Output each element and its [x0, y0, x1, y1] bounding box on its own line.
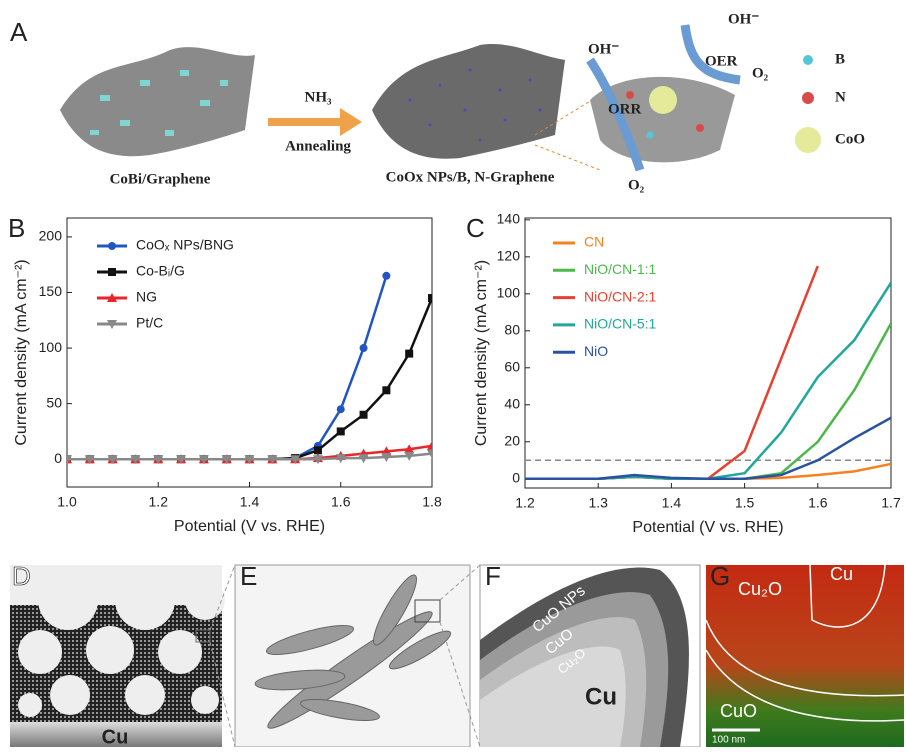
- y-axis-label: Current density (mA cm⁻²): [13, 259, 30, 445]
- legend-label: CoO: [835, 131, 865, 147]
- y-tick-label: 60: [504, 358, 520, 374]
- y-tick-label: 100: [497, 285, 521, 301]
- legend-label: B: [835, 51, 845, 67]
- coo-sphere: [649, 86, 677, 114]
- species-label: OER: [705, 53, 738, 69]
- y-tick-label: 0: [512, 469, 520, 485]
- panel-letter: C: [466, 213, 485, 243]
- panel-letter: A: [10, 17, 28, 47]
- legend-label: CN: [584, 234, 604, 250]
- marker: [337, 405, 345, 413]
- panel-letter: E: [240, 561, 257, 591]
- marker: [108, 268, 116, 276]
- y-tick-label: 120: [497, 248, 521, 264]
- x-tick-label: 1.8: [422, 494, 442, 510]
- sheet-label: CoOx NPs/B, N-Graphene: [386, 169, 555, 185]
- x-tick-label: 1.2: [515, 495, 535, 511]
- y-tick-label: 150: [39, 283, 63, 299]
- y-tick-label: 20: [504, 432, 520, 448]
- legend-label: CoOₓ NPs/BNG: [136, 237, 234, 253]
- legend-n: [802, 92, 814, 104]
- species-label: ORR: [608, 101, 642, 117]
- y-tick-label: 100: [39, 339, 63, 355]
- legend-label: N: [835, 89, 846, 105]
- x-tick-label: 1.5: [735, 495, 755, 511]
- marker: [360, 344, 368, 352]
- series-line: [525, 323, 891, 478]
- marker: [382, 272, 390, 280]
- legend-label: Pt/C: [136, 315, 163, 331]
- x-tick-label: 1.4: [240, 494, 260, 510]
- panel-letter: G: [710, 561, 730, 591]
- marker: [360, 411, 368, 419]
- legend-label: Co-Bᵢ/G: [136, 263, 185, 279]
- marker: [108, 242, 116, 250]
- species-label: OH⁻: [728, 11, 759, 27]
- x-axis-label: Potential (V vs. RHE): [632, 519, 783, 536]
- image-label: Cu: [102, 726, 129, 747]
- x-tick-label: 1.3: [588, 495, 608, 511]
- region-label: Cu₂O: [738, 579, 782, 599]
- y-tick-label: 50: [46, 394, 62, 410]
- y-tick-label: 80: [504, 322, 520, 338]
- legend-label: NiO: [584, 343, 608, 359]
- x-tick-label: 1.7: [881, 495, 901, 511]
- arrow-label: Annealing: [285, 138, 351, 154]
- panel-letter: D: [12, 561, 31, 591]
- n-atom: [696, 124, 704, 132]
- sheet-label: CoBi/Graphene: [110, 171, 211, 187]
- x-tick-label: 1.6: [808, 495, 828, 511]
- figure: A CoBi/Graphene NH₃ Annealing CoOx NPs/B…: [0, 0, 906, 747]
- region-label: Cu: [830, 564, 853, 584]
- scale-label: 100 nm: [712, 735, 745, 746]
- x-tick-label: 1.2: [149, 494, 169, 510]
- layer-label: Cu: [585, 683, 617, 710]
- y-axis-label: Current density (mA cm⁻²): [473, 260, 490, 446]
- series-line: [525, 418, 891, 479]
- y-tick-label: 200: [39, 228, 63, 244]
- arrow-label: NH₃: [305, 89, 333, 105]
- legend-b: [803, 55, 813, 65]
- graphene-sheet: [60, 47, 255, 156]
- b-atom: [647, 132, 654, 139]
- region-label: CuO: [720, 701, 757, 721]
- legend-label: NiO/CN-2:1: [584, 288, 657, 304]
- n-atom: [626, 91, 634, 99]
- x-tick-label: 1.4: [662, 495, 682, 511]
- marker: [382, 386, 390, 394]
- legend-label: NiO/CN-5:1: [584, 316, 657, 332]
- plot-frame: [67, 218, 432, 487]
- arrow: [268, 108, 362, 136]
- marker: [337, 427, 345, 435]
- plot-frame: [525, 218, 891, 488]
- page: A CoBi/Graphene NH₃ Annealing CoOx NPs/B…: [0, 0, 906, 747]
- marker: [405, 350, 413, 358]
- species-label: O₂: [628, 177, 645, 193]
- legend-label: NG: [136, 289, 157, 305]
- marker: [428, 294, 436, 302]
- x-tick-label: 1.0: [57, 494, 77, 510]
- x-axis-label: Potential (V vs. RHE): [174, 518, 325, 535]
- y-tick-label: 0: [54, 450, 62, 466]
- species-label: O₂: [752, 65, 769, 81]
- y-tick-label: 140: [497, 211, 521, 227]
- legend-label: NiO/CN-1:1: [584, 261, 657, 277]
- legend-coo: [795, 127, 821, 153]
- species-label: OH⁻: [588, 41, 619, 57]
- panel-letter: B: [8, 213, 25, 243]
- y-tick-label: 40: [504, 395, 520, 411]
- series-line: [525, 464, 891, 479]
- graphene-sheet: [372, 44, 565, 159]
- panel-letter: F: [485, 561, 501, 591]
- x-tick-label: 1.6: [331, 494, 351, 510]
- series-line: [67, 298, 432, 459]
